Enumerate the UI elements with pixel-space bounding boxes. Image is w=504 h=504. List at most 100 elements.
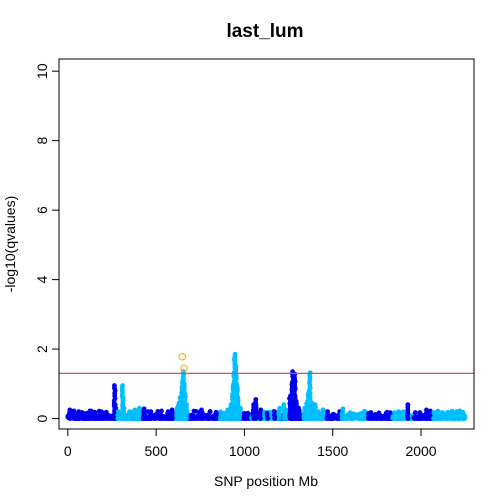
- snp-point: [405, 402, 411, 408]
- snp-point: [97, 412, 103, 417]
- snp-point: [76, 409, 82, 415]
- x-tick-label: 2000: [405, 443, 436, 459]
- snp-point: [234, 381, 239, 387]
- x-tick-label: 0: [64, 443, 72, 459]
- snp-point: [457, 408, 463, 414]
- snp-point: [284, 407, 290, 413]
- y-tick-label: 2: [34, 345, 50, 353]
- snp-point: [193, 408, 199, 414]
- snp-point: [358, 416, 364, 421]
- snp-point: [340, 406, 346, 412]
- snp-point: [127, 416, 133, 421]
- snp-point: [112, 383, 117, 388]
- y-axis-label: -log10(qvalues): [2, 196, 18, 293]
- snp-point: [221, 410, 226, 416]
- snp-point: [127, 409, 133, 415]
- snp-point: [320, 407, 326, 413]
- snp-point: [395, 412, 401, 418]
- snp-point: [67, 407, 73, 413]
- snp-point: [115, 409, 121, 415]
- snp-point: [165, 416, 171, 421]
- snp-point: [264, 410, 270, 416]
- chart-title: last_lum: [226, 21, 303, 42]
- snp-point: [330, 416, 336, 421]
- snp-point: [293, 398, 299, 404]
- snp-point: [156, 410, 162, 416]
- x-tick-label: 1000: [229, 443, 260, 459]
- snp-point: [115, 412, 121, 418]
- y-tick-label: 0: [34, 414, 50, 422]
- y-tick-label: 8: [34, 137, 50, 145]
- snp-point: [312, 402, 318, 408]
- snp-point: [181, 381, 187, 387]
- x-axis-label: SNP position Mb: [214, 473, 318, 489]
- significant-snp-point: [180, 364, 188, 372]
- snp-point: [272, 416, 277, 421]
- snp-point: [324, 416, 330, 421]
- snp-point: [206, 412, 212, 417]
- y-tick-label: 6: [34, 206, 50, 214]
- snp-point: [184, 402, 189, 408]
- snp-point: [272, 409, 277, 415]
- snp-point: [148, 409, 154, 415]
- snp-point: [127, 412, 133, 418]
- snp-point: [182, 391, 188, 397]
- snp-point: [87, 408, 93, 414]
- snp-point: [325, 409, 330, 415]
- snp-point: [165, 412, 171, 418]
- snp-point: [325, 412, 330, 418]
- y-tick-label: 4: [34, 276, 50, 284]
- snp-point: [373, 412, 378, 417]
- snp-point: [206, 416, 212, 421]
- snp-point: [232, 351, 238, 357]
- snp-point: [434, 412, 440, 418]
- snp-point: [148, 412, 154, 418]
- x-tick-label: 1500: [317, 443, 348, 459]
- snp-point: [105, 412, 111, 418]
- points-layer: [59, 351, 474, 421]
- snp-point: [435, 408, 441, 414]
- snp-point: [132, 407, 138, 413]
- snp-point: [372, 416, 378, 421]
- snp-point: [316, 412, 322, 418]
- snp-point: [233, 364, 239, 369]
- snp-point: [358, 412, 364, 417]
- snp-point: [71, 408, 77, 414]
- snp-point: [189, 412, 194, 418]
- snp-point: [330, 412, 336, 417]
- snp-point: [396, 409, 401, 415]
- snp-point: [392, 410, 397, 416]
- snp-point: [462, 415, 468, 421]
- snp-point: [121, 405, 127, 411]
- snp-point: [348, 410, 354, 416]
- snp-point: [296, 405, 302, 411]
- snp-point: [235, 395, 241, 401]
- snp-point: [281, 402, 287, 408]
- snp-point: [424, 407, 429, 413]
- snp-point: [395, 416, 401, 421]
- significant-snp-point: [178, 353, 186, 361]
- snp-point: [120, 395, 126, 401]
- snp-point: [113, 405, 119, 411]
- snp-point: [277, 405, 283, 411]
- snp-point: [81, 410, 86, 416]
- snp-point: [383, 410, 389, 416]
- snp-point: [315, 416, 321, 421]
- snp-point: [115, 416, 121, 421]
- snp-point: [136, 405, 142, 411]
- snp-point: [148, 416, 154, 421]
- snp-point: [417, 410, 423, 416]
- snp-point: [271, 412, 277, 418]
- snp-point: [120, 383, 125, 388]
- snp-point: [199, 407, 204, 413]
- snp-point: [292, 371, 298, 377]
- snp-point: [76, 412, 82, 418]
- snp-point: [445, 410, 451, 416]
- plot-frame: [58, 58, 475, 430]
- snp-point: [237, 405, 243, 411]
- snp-point: [316, 409, 321, 415]
- snp-point: [97, 416, 103, 421]
- snp-point: [412, 410, 418, 415]
